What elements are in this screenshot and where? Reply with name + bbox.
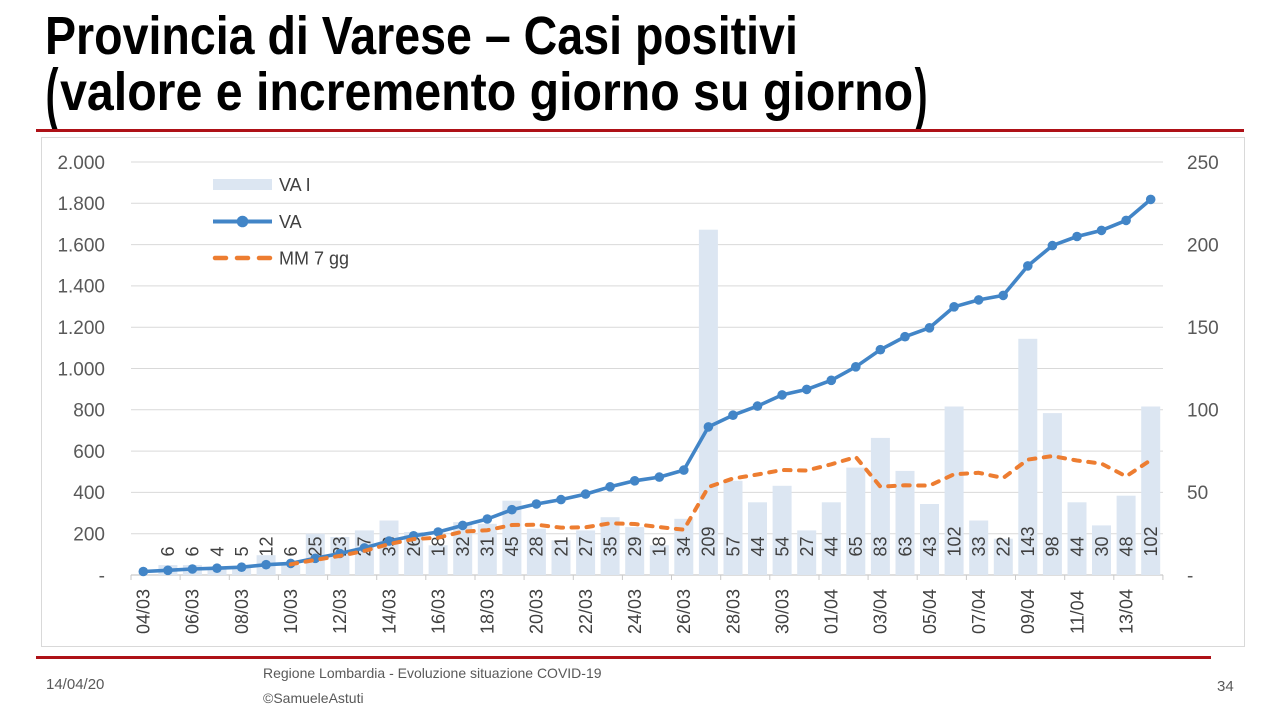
svg-text:13/04: 13/04 — [1116, 589, 1136, 634]
svg-text:22: 22 — [994, 536, 1014, 556]
svg-text:08/03: 08/03 — [232, 589, 252, 634]
svg-text:54: 54 — [772, 536, 792, 556]
svg-text:5: 5 — [232, 546, 252, 556]
svg-text:VA I: VA I — [279, 175, 311, 195]
svg-text:45: 45 — [502, 536, 522, 556]
svg-text:27: 27 — [576, 536, 596, 556]
svg-text:250: 250 — [1187, 153, 1219, 174]
svg-text:50: 50 — [1187, 483, 1208, 504]
svg-text:143: 143 — [1018, 526, 1038, 556]
svg-text:18: 18 — [428, 536, 448, 556]
svg-text:26/03: 26/03 — [674, 589, 694, 634]
svg-text:6: 6 — [281, 546, 301, 556]
svg-text:18/03: 18/03 — [478, 589, 498, 634]
svg-text:200: 200 — [1187, 235, 1219, 256]
svg-text:21: 21 — [551, 536, 571, 556]
svg-text:63: 63 — [895, 536, 915, 556]
svg-text:20/03: 20/03 — [527, 589, 547, 634]
svg-text:14/03: 14/03 — [379, 589, 399, 634]
svg-text:100: 100 — [1187, 401, 1219, 422]
svg-text:06/03: 06/03 — [183, 589, 203, 634]
svg-text:VA: VA — [279, 212, 302, 232]
svg-text:09/04: 09/04 — [1018, 589, 1038, 634]
svg-text:12/03: 12/03 — [330, 589, 350, 634]
svg-text:27: 27 — [797, 536, 817, 556]
svg-text:30: 30 — [1092, 536, 1112, 556]
svg-text:33: 33 — [969, 536, 989, 556]
svg-text:65: 65 — [846, 536, 866, 556]
svg-text:43: 43 — [920, 536, 940, 556]
svg-text:400: 400 — [73, 483, 105, 504]
svg-text:150: 150 — [1187, 318, 1219, 339]
svg-text:83: 83 — [871, 536, 891, 556]
svg-text:98: 98 — [1043, 536, 1063, 556]
svg-text:800: 800 — [73, 401, 105, 422]
svg-text:102: 102 — [1141, 526, 1161, 556]
svg-text:1.400: 1.400 — [57, 277, 105, 298]
svg-text:44: 44 — [1067, 536, 1087, 556]
svg-text:07/04: 07/04 — [969, 589, 989, 634]
svg-text:6: 6 — [158, 546, 178, 556]
svg-text:30/03: 30/03 — [772, 589, 792, 634]
svg-text:44: 44 — [748, 536, 768, 556]
svg-text:05/04: 05/04 — [920, 589, 940, 634]
svg-text:MM 7 gg: MM 7 gg — [279, 249, 349, 269]
svg-text:04/03: 04/03 — [134, 589, 154, 634]
svg-text:48: 48 — [1116, 536, 1136, 556]
svg-text:12: 12 — [256, 536, 276, 556]
svg-text:57: 57 — [723, 536, 743, 556]
svg-text:-: - — [1187, 566, 1193, 587]
svg-text:102: 102 — [944, 526, 964, 556]
svg-text:29: 29 — [625, 536, 645, 556]
svg-text:44: 44 — [822, 536, 842, 556]
svg-text:32: 32 — [453, 536, 473, 556]
svg-text:22/03: 22/03 — [576, 589, 596, 634]
svg-text:16/03: 16/03 — [428, 589, 448, 634]
svg-text:24/03: 24/03 — [625, 589, 645, 634]
svg-text:1.200: 1.200 — [57, 318, 105, 339]
svg-text:10/03: 10/03 — [281, 589, 301, 634]
svg-text:28/03: 28/03 — [723, 589, 743, 634]
svg-text:1.600: 1.600 — [57, 235, 105, 256]
svg-text:28: 28 — [527, 536, 547, 556]
svg-text:18: 18 — [650, 536, 670, 556]
svg-text:4: 4 — [207, 546, 227, 556]
svg-text:1.000: 1.000 — [57, 359, 105, 380]
svg-text:200: 200 — [73, 525, 105, 546]
svg-text:01/04: 01/04 — [822, 589, 842, 634]
svg-text:600: 600 — [73, 442, 105, 463]
svg-text:35: 35 — [600, 536, 620, 556]
svg-text:03/04: 03/04 — [871, 589, 891, 634]
svg-text:6: 6 — [183, 546, 203, 556]
svg-text:34: 34 — [674, 536, 694, 556]
svg-text:2.000: 2.000 — [57, 153, 105, 174]
svg-text:-: - — [99, 566, 105, 587]
svg-text:11/04: 11/04 — [1067, 590, 1087, 634]
svg-text:1.800: 1.800 — [57, 194, 105, 215]
svg-text:31: 31 — [478, 536, 498, 556]
svg-text:25: 25 — [306, 536, 326, 556]
svg-text:209: 209 — [699, 526, 719, 556]
